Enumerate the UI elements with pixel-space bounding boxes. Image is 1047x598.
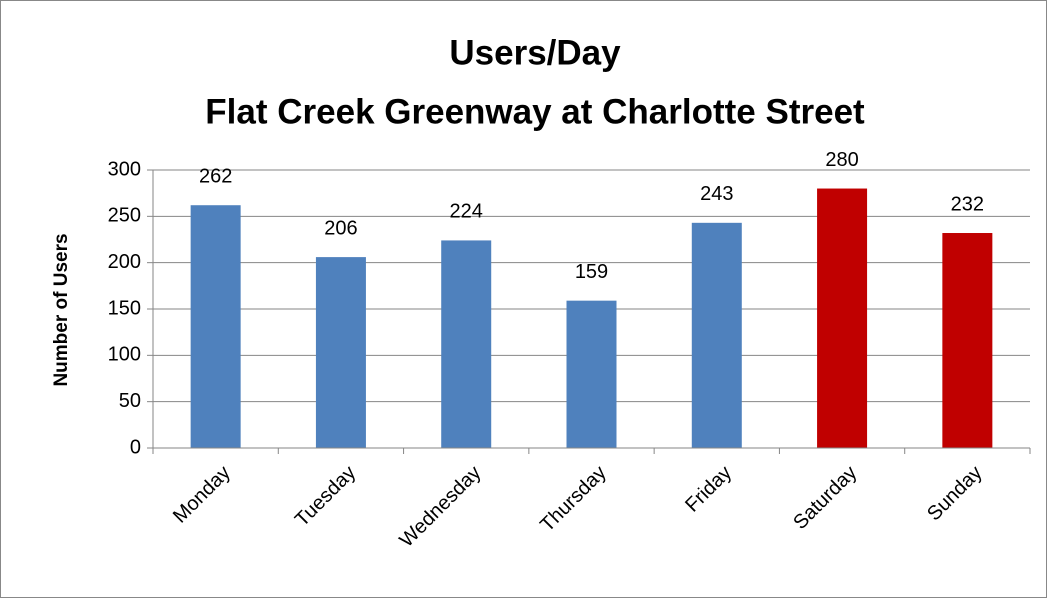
y-tick-label: 250	[108, 205, 141, 227]
data-label: 232	[951, 193, 984, 215]
y-tick-label: 150	[108, 297, 141, 319]
y-tick-label: 300	[108, 158, 141, 180]
y-tick-label: 200	[108, 251, 141, 273]
bar	[691, 222, 742, 448]
data-label: 262	[199, 165, 232, 187]
bar	[190, 205, 241, 448]
y-tick-label: 0	[130, 436, 141, 458]
bar	[566, 300, 617, 448]
bar	[441, 240, 492, 448]
y-axis-label: Number of Users	[51, 233, 72, 386]
bar	[817, 188, 868, 449]
chart-title: Flat Creek Greenway at Charlotte Street	[205, 92, 865, 131]
data-label: 243	[700, 183, 733, 205]
bar	[315, 257, 366, 448]
data-label: 159	[575, 261, 608, 283]
y-tick-label: 50	[119, 390, 141, 412]
data-label: 280	[825, 149, 858, 171]
chart-title: Users/Day	[449, 33, 621, 72]
data-label: 206	[324, 217, 357, 239]
y-tick-label: 100	[108, 344, 141, 366]
data-label: 224	[450, 201, 483, 223]
bar	[942, 233, 993, 448]
